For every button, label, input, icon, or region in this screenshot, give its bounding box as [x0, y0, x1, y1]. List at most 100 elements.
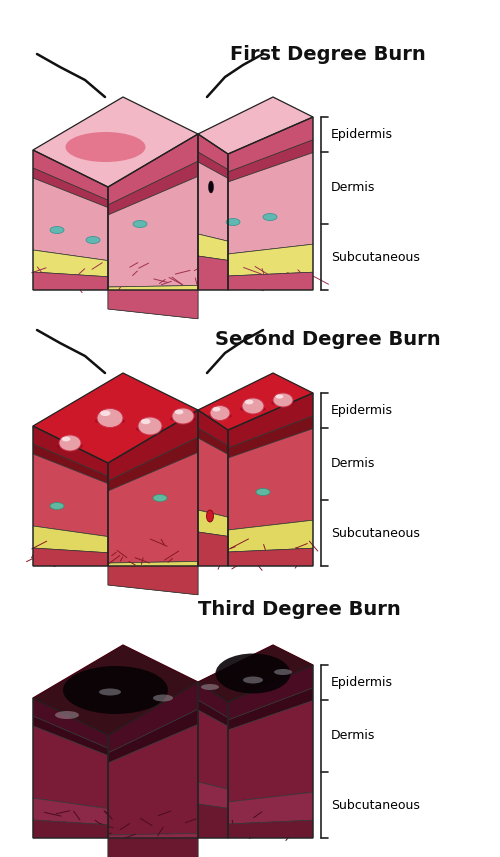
Ellipse shape	[138, 417, 162, 435]
Text: Epidermis: Epidermis	[331, 128, 393, 141]
Ellipse shape	[153, 494, 167, 501]
Text: Epidermis: Epidermis	[331, 676, 393, 689]
Text: Subcutaneous: Subcutaneous	[331, 527, 420, 540]
Ellipse shape	[208, 181, 214, 193]
Polygon shape	[228, 428, 313, 530]
Ellipse shape	[55, 711, 79, 719]
Ellipse shape	[212, 407, 220, 411]
Ellipse shape	[263, 213, 277, 220]
Text: Second Degree Burn: Second Degree Burn	[215, 330, 440, 349]
Polygon shape	[198, 682, 228, 717]
Ellipse shape	[141, 419, 150, 424]
Polygon shape	[108, 724, 198, 835]
Ellipse shape	[170, 416, 196, 423]
Ellipse shape	[63, 666, 168, 714]
Ellipse shape	[256, 488, 270, 495]
Polygon shape	[228, 665, 313, 720]
Polygon shape	[33, 798, 108, 824]
Polygon shape	[198, 152, 228, 178]
Polygon shape	[33, 97, 198, 187]
Polygon shape	[198, 428, 228, 454]
Text: Dermis: Dermis	[331, 729, 376, 742]
Ellipse shape	[133, 220, 147, 227]
Polygon shape	[108, 177, 198, 287]
Polygon shape	[33, 645, 198, 735]
Polygon shape	[33, 726, 108, 808]
Polygon shape	[108, 561, 198, 595]
Polygon shape	[108, 437, 198, 491]
Ellipse shape	[172, 408, 194, 424]
Ellipse shape	[274, 669, 292, 675]
Ellipse shape	[226, 219, 240, 225]
Polygon shape	[198, 804, 228, 838]
Ellipse shape	[271, 400, 295, 406]
Ellipse shape	[86, 237, 100, 243]
Polygon shape	[228, 520, 313, 552]
Ellipse shape	[50, 226, 64, 233]
Ellipse shape	[273, 393, 293, 407]
Polygon shape	[198, 710, 228, 789]
Polygon shape	[198, 234, 228, 261]
Polygon shape	[228, 820, 313, 838]
Ellipse shape	[174, 410, 184, 415]
Polygon shape	[228, 140, 313, 182]
Polygon shape	[228, 273, 313, 290]
Polygon shape	[33, 548, 108, 566]
Ellipse shape	[153, 694, 173, 702]
Polygon shape	[108, 161, 198, 215]
Text: Third Degree Burn: Third Degree Burn	[198, 600, 401, 619]
Ellipse shape	[242, 398, 264, 414]
Polygon shape	[228, 117, 313, 172]
Polygon shape	[228, 244, 313, 276]
Polygon shape	[228, 393, 313, 448]
Polygon shape	[33, 526, 108, 553]
Ellipse shape	[210, 405, 230, 421]
Ellipse shape	[105, 173, 111, 187]
Ellipse shape	[136, 425, 164, 433]
Ellipse shape	[243, 676, 263, 684]
Polygon shape	[33, 168, 108, 207]
Polygon shape	[108, 134, 198, 205]
Polygon shape	[198, 410, 228, 446]
Polygon shape	[33, 150, 108, 201]
Text: Dermis: Dermis	[331, 458, 376, 470]
Ellipse shape	[240, 406, 266, 412]
Polygon shape	[108, 285, 198, 319]
Polygon shape	[228, 548, 313, 566]
Polygon shape	[33, 250, 108, 277]
Polygon shape	[198, 700, 228, 727]
Polygon shape	[33, 178, 108, 261]
Polygon shape	[228, 701, 313, 802]
Polygon shape	[33, 698, 108, 748]
Ellipse shape	[59, 435, 81, 451]
Text: Dermis: Dermis	[331, 182, 376, 195]
Text: First Degree Burn: First Degree Burn	[230, 45, 426, 64]
Polygon shape	[198, 97, 313, 154]
Ellipse shape	[206, 510, 214, 522]
Polygon shape	[228, 688, 313, 730]
Ellipse shape	[50, 502, 64, 510]
Polygon shape	[198, 510, 228, 536]
Ellipse shape	[201, 684, 219, 690]
Polygon shape	[33, 272, 108, 290]
Text: Subcutaneous: Subcutaneous	[331, 799, 420, 812]
Ellipse shape	[244, 399, 254, 405]
Polygon shape	[108, 682, 198, 753]
Ellipse shape	[99, 688, 121, 696]
Text: Epidermis: Epidermis	[331, 404, 393, 417]
Ellipse shape	[95, 417, 125, 425]
Polygon shape	[33, 454, 108, 536]
Polygon shape	[198, 162, 228, 241]
Polygon shape	[198, 532, 228, 566]
Polygon shape	[198, 373, 313, 430]
Ellipse shape	[208, 413, 232, 419]
Polygon shape	[228, 153, 313, 254]
Polygon shape	[198, 782, 228, 808]
Text: Subcutaneous: Subcutaneous	[331, 250, 420, 264]
Polygon shape	[33, 373, 198, 463]
Ellipse shape	[57, 443, 83, 449]
Polygon shape	[108, 838, 198, 857]
Polygon shape	[33, 444, 108, 483]
Polygon shape	[33, 716, 108, 756]
Polygon shape	[198, 438, 228, 517]
